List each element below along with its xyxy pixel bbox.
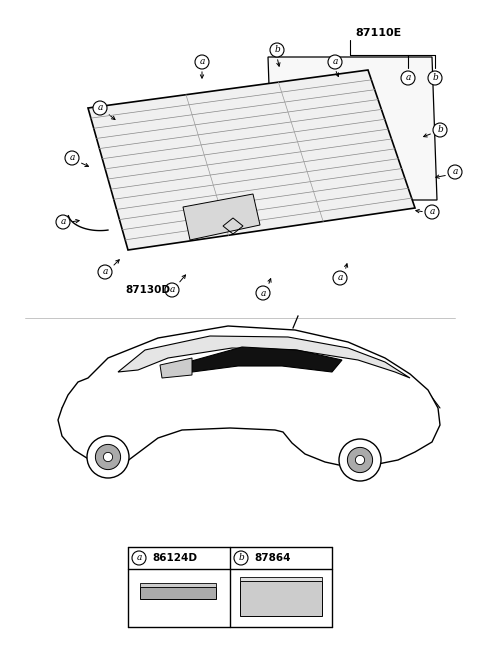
Polygon shape <box>160 358 192 378</box>
Polygon shape <box>140 587 216 599</box>
Circle shape <box>165 283 179 297</box>
Circle shape <box>401 71 415 85</box>
Polygon shape <box>118 336 410 378</box>
Circle shape <box>348 447 372 473</box>
Polygon shape <box>188 347 342 372</box>
Polygon shape <box>240 581 322 616</box>
Circle shape <box>132 551 146 565</box>
Polygon shape <box>58 326 440 467</box>
Circle shape <box>433 123 447 137</box>
Circle shape <box>195 55 209 69</box>
Circle shape <box>339 439 381 481</box>
Text: b: b <box>238 553 244 563</box>
Text: b: b <box>274 45 280 54</box>
Text: a: a <box>97 103 103 113</box>
Polygon shape <box>88 70 415 250</box>
Circle shape <box>355 455 365 464</box>
Text: 87130D: 87130D <box>125 285 170 295</box>
Circle shape <box>65 151 79 165</box>
Text: a: a <box>102 267 108 276</box>
Text: a: a <box>69 153 75 162</box>
Polygon shape <box>268 57 437 200</box>
Circle shape <box>93 101 107 115</box>
Text: b: b <box>432 73 438 83</box>
Text: a: a <box>429 208 435 217</box>
Text: a: a <box>199 58 204 67</box>
Circle shape <box>87 436 129 478</box>
Polygon shape <box>140 583 216 587</box>
Text: 87864: 87864 <box>254 553 290 563</box>
Text: a: a <box>60 217 66 227</box>
Circle shape <box>96 444 120 470</box>
Text: 87110E: 87110E <box>355 28 401 38</box>
Circle shape <box>98 265 112 279</box>
Circle shape <box>56 215 70 229</box>
Text: a: a <box>332 58 338 67</box>
Circle shape <box>448 165 462 179</box>
Text: 86124D: 86124D <box>152 553 197 563</box>
Text: a: a <box>405 73 411 83</box>
Circle shape <box>428 71 442 85</box>
Polygon shape <box>240 577 322 581</box>
Polygon shape <box>183 194 260 240</box>
Text: b: b <box>437 126 443 134</box>
Circle shape <box>425 205 439 219</box>
Text: a: a <box>337 274 343 282</box>
Circle shape <box>270 43 284 57</box>
Text: a: a <box>452 168 458 176</box>
Circle shape <box>234 551 248 565</box>
Text: a: a <box>260 288 266 297</box>
Text: a: a <box>136 553 142 563</box>
Circle shape <box>103 453 113 462</box>
Circle shape <box>328 55 342 69</box>
Circle shape <box>256 286 270 300</box>
Text: a: a <box>169 286 175 295</box>
Circle shape <box>333 271 347 285</box>
